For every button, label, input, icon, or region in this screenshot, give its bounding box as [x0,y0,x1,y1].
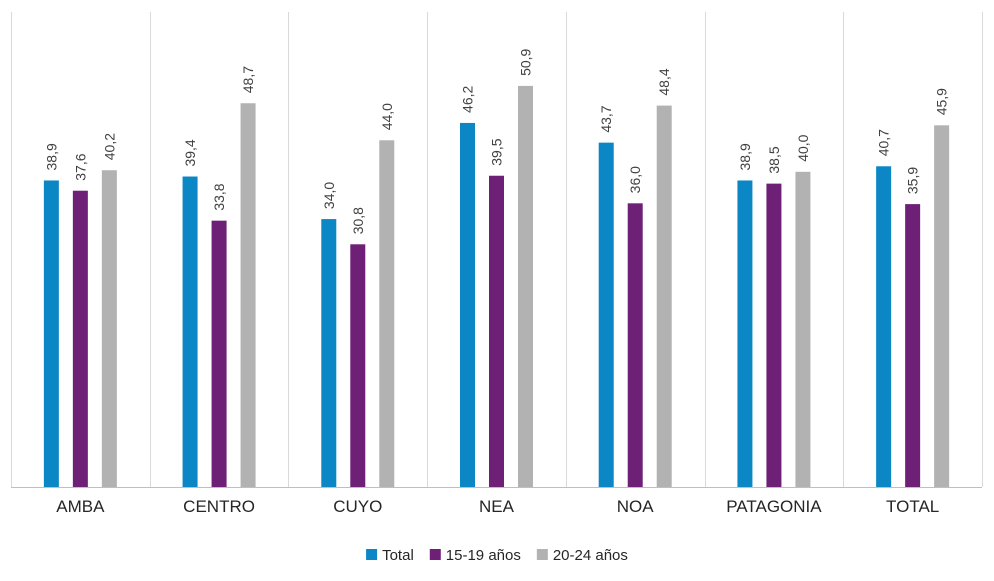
bar [905,204,921,487]
data-label: 38,9 [43,143,59,170]
legend-label: Total [382,547,414,564]
bar [211,220,227,487]
x-tick-label: CENTRO [183,497,255,516]
legend: Total 15-19 años 20-24 años [366,547,628,564]
bar [598,142,614,488]
bars [43,85,950,488]
data-label: 39,5 [489,138,505,165]
legend-item: Total [366,547,414,564]
bar [321,219,337,487]
bar [489,175,504,488]
category-dividers [11,12,983,487]
x-tick-label: NOA [617,497,655,516]
data-label: 37,6 [72,153,88,180]
data-labels: 38,9 37,6 40,2 39,4 33,8 48,7 34,0 30,8 44,0 46,2… [43,48,949,234]
data-label: 40,0 [795,134,811,161]
x-tick-label: AMBA [56,497,105,516]
data-label: 40,2 [101,133,117,160]
x-axis: AMBA CENTRO CUYO NEA NOA PATAGONIA TOTAL [11,487,982,516]
legend-label: 15-19 años [446,547,521,564]
bar [72,190,88,487]
bar [737,180,753,487]
legend-item: 15-19 años [429,547,521,564]
legend-swatch [536,549,548,560]
data-label: 38,5 [766,146,782,173]
data-label: 48,7 [240,66,256,93]
bar [627,203,643,487]
bar [379,140,395,487]
bar [182,176,198,487]
bar [240,103,256,487]
bar [43,180,59,487]
data-label: 35,9 [905,167,921,194]
data-label: 48,4 [656,68,672,95]
data-label: 34,0 [321,182,337,209]
legend-label: 20-24 años [553,547,628,564]
data-label: 50,9 [518,48,534,75]
data-label: 46,2 [460,85,476,112]
data-label: 43,7 [598,105,614,132]
bar [656,105,672,487]
data-label: 44,0 [379,103,395,130]
legend-swatch [366,549,378,560]
data-label: 38,9 [737,143,753,170]
x-tick-label: PATAGONIA [726,497,822,516]
x-tick-label: TOTAL [886,497,939,516]
bar [518,85,533,488]
legend-swatch [429,549,441,560]
bar [101,170,117,487]
data-label: 30,8 [350,207,366,234]
bar [350,244,366,487]
bar [766,183,782,487]
data-label: 45,9 [934,88,950,115]
bar [460,122,475,487]
bar [934,125,950,488]
data-label: 33,8 [211,183,227,210]
data-label: 39,4 [182,139,198,166]
legend-item: 20-24 años [536,547,628,564]
x-tick-label: NEA [479,497,515,516]
data-label: 36,0 [627,166,643,193]
x-tick-label: CUYO [333,497,382,516]
bar [795,171,811,488]
bar [876,166,892,487]
data-label: 40,7 [876,129,892,156]
